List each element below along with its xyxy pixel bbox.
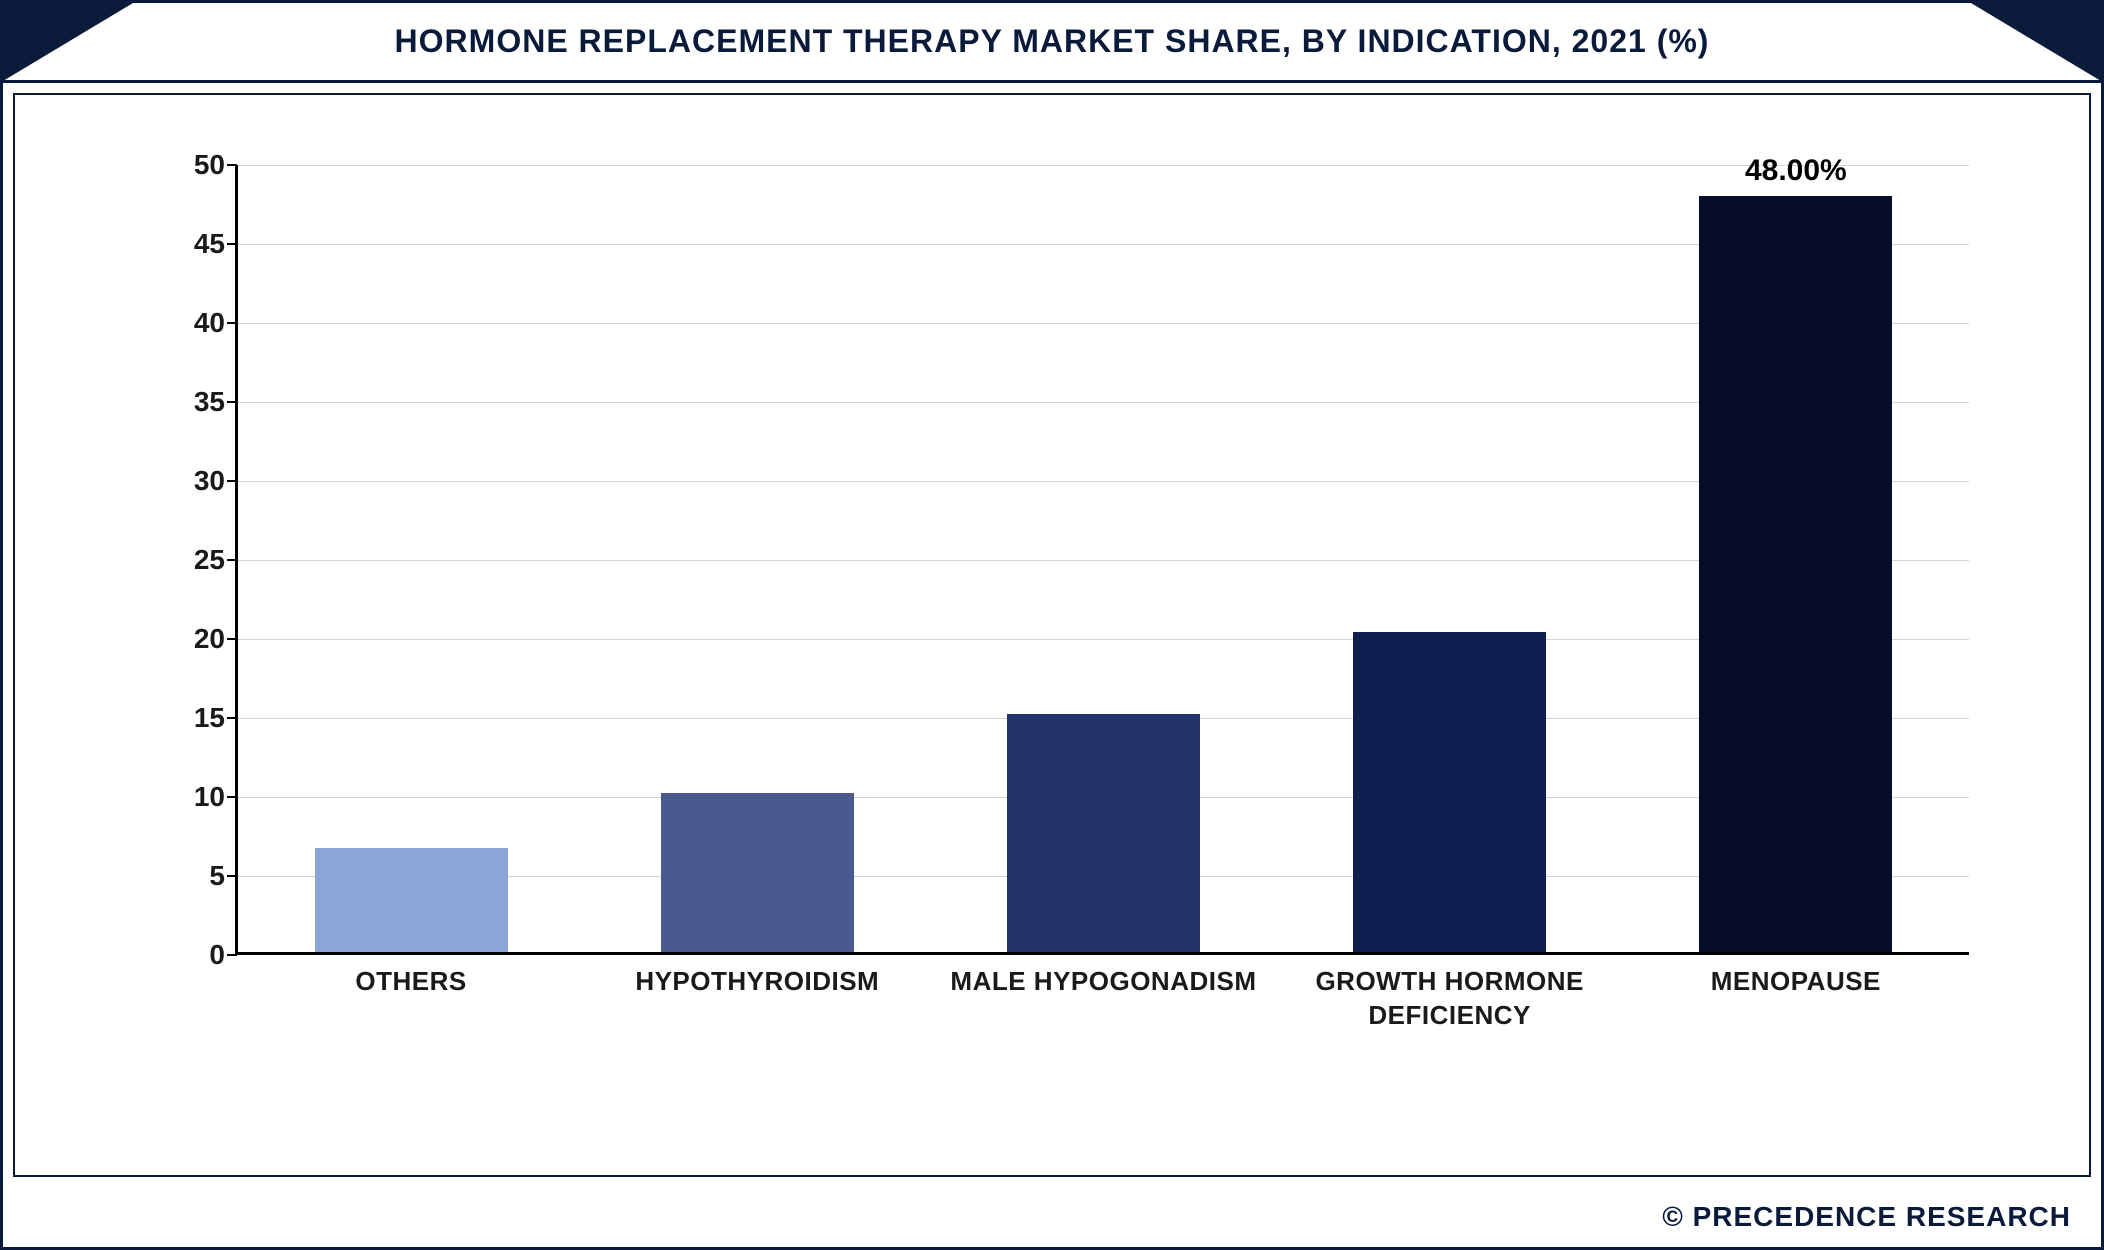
y-tick-label: 5 bbox=[145, 860, 225, 892]
y-tick-mark bbox=[227, 164, 237, 166]
y-tick-mark bbox=[227, 480, 237, 482]
chart-area: 0 5 10 15 20 25 30 35 40 45 50 48.00% OTHERS HYPOTH… bbox=[13, 93, 2091, 1177]
chart-title: HORMONE REPLACEMENT THERAPY MARKET SHARE… bbox=[395, 23, 1710, 60]
bars-container: 48.00% bbox=[238, 165, 1969, 952]
plot-region: 0 5 10 15 20 25 30 35 40 45 50 48.00% OTHERS HYPOTH… bbox=[75, 135, 2029, 1095]
bar-male-hypogonadism bbox=[1007, 714, 1200, 952]
y-tick-mark bbox=[227, 796, 237, 798]
corner-decoration-right bbox=[1971, 3, 2101, 81]
bar-slot bbox=[255, 165, 567, 952]
bar-slot bbox=[601, 165, 913, 952]
x-axis-label: OTHERS bbox=[255, 965, 567, 1055]
bar-growth-hormone-deficiency bbox=[1353, 632, 1546, 952]
bar-slot bbox=[1294, 165, 1606, 952]
bar-slot: 48.00% bbox=[1640, 165, 1952, 952]
x-axis bbox=[235, 952, 1969, 955]
y-tick-label: 10 bbox=[145, 781, 225, 813]
bar-value-label: 48.00% bbox=[1745, 154, 1847, 188]
y-tick-label: 0 bbox=[145, 939, 225, 971]
y-tick-mark bbox=[227, 322, 237, 324]
y-tick-label: 20 bbox=[145, 623, 225, 655]
x-axis-label: GROWTH HORMONE DEFICIENCY bbox=[1294, 965, 1606, 1055]
y-tick-label: 35 bbox=[145, 386, 225, 418]
bar-slot bbox=[948, 165, 1260, 952]
x-axis-label: MENOPAUSE bbox=[1640, 965, 1952, 1055]
y-tick-mark bbox=[227, 559, 237, 561]
chart-frame: HORMONE REPLACEMENT THERAPY MARKET SHARE… bbox=[0, 0, 2104, 1250]
x-labels-container: OTHERS HYPOTHYROIDISM MALE HYPOGONADISM GRO… bbox=[238, 965, 1969, 1055]
y-tick-label: 50 bbox=[145, 149, 225, 181]
y-tick-mark bbox=[227, 243, 237, 245]
y-tick-mark bbox=[227, 638, 237, 640]
y-tick-mark bbox=[227, 875, 237, 877]
y-tick-mark bbox=[227, 717, 237, 719]
corner-decoration-left bbox=[3, 3, 133, 81]
y-tick-label: 40 bbox=[145, 307, 225, 339]
y-tick-label: 25 bbox=[145, 544, 225, 576]
bar-hypothyroidism bbox=[661, 793, 854, 952]
y-tick-mark bbox=[227, 401, 237, 403]
bar-menopause bbox=[1699, 196, 1892, 952]
x-axis-label: HYPOTHYROIDISM bbox=[601, 965, 913, 1055]
y-tick-mark bbox=[227, 954, 237, 956]
y-tick-label: 15 bbox=[145, 702, 225, 734]
y-tick-label: 30 bbox=[145, 465, 225, 497]
footer-attribution: © PRECEDENCE RESEARCH bbox=[3, 1187, 2101, 1247]
bar-others bbox=[315, 848, 508, 952]
y-tick-label: 45 bbox=[145, 228, 225, 260]
x-axis-label: MALE HYPOGONADISM bbox=[948, 965, 1260, 1055]
title-bar: HORMONE REPLACEMENT THERAPY MARKET SHARE… bbox=[3, 3, 2101, 83]
